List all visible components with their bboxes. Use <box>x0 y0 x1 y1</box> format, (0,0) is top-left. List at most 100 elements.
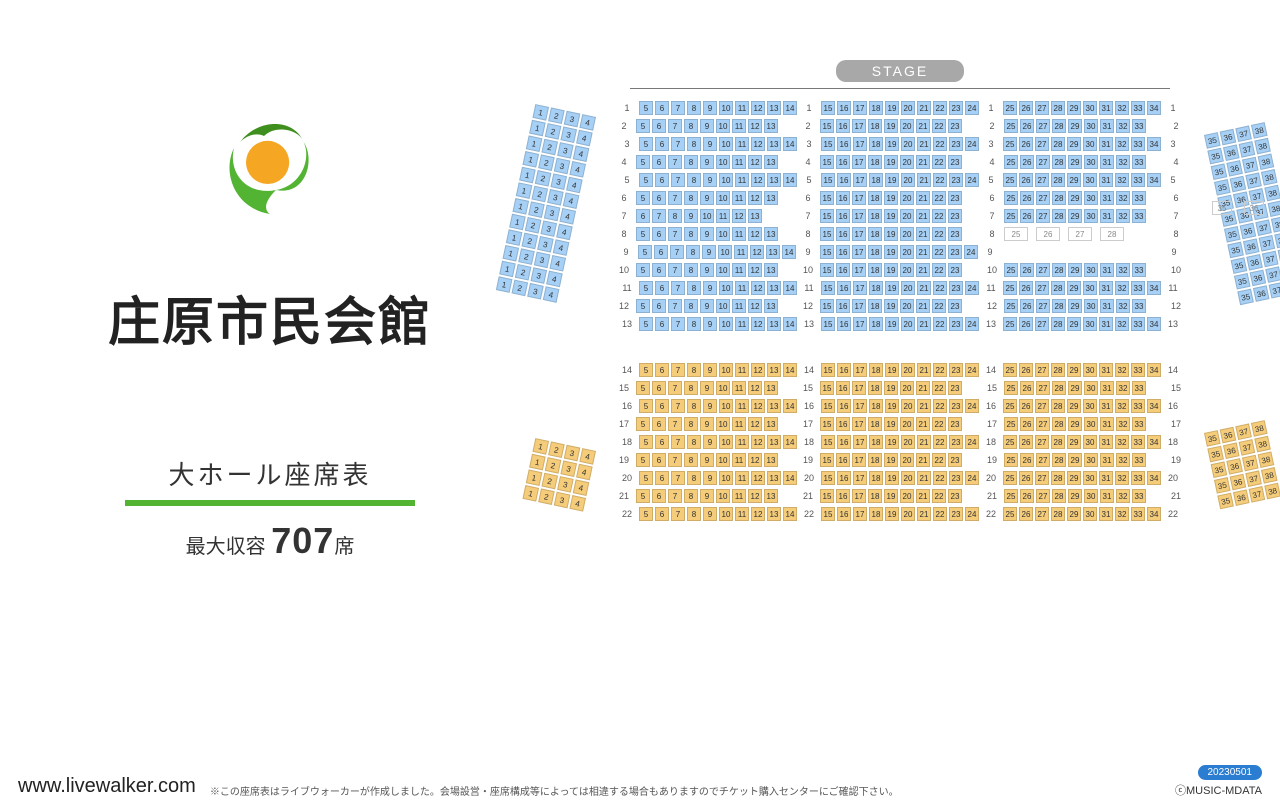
seat: 33 <box>1131 399 1145 413</box>
seat: 35 <box>1204 430 1221 447</box>
row-label: 17 <box>1166 419 1186 429</box>
seat: 21 <box>916 245 930 259</box>
seat: 25 <box>1004 453 1018 467</box>
seat: 28 <box>1051 363 1065 377</box>
footer: www.livewalker.com ※この座席表はライブウォーカーが作成しまし… <box>0 757 1280 812</box>
row-label: 6 <box>614 193 634 203</box>
seat: 26 <box>1019 137 1033 151</box>
seat: 24 <box>965 281 979 295</box>
seat: 22 <box>933 137 947 151</box>
seat: 30 <box>1084 489 1098 503</box>
seat: 26 <box>1019 281 1033 295</box>
seat: 15 <box>821 507 835 521</box>
seat: 26 <box>1019 435 1033 449</box>
seat: 8 <box>684 299 698 313</box>
seat: 4 <box>579 448 596 465</box>
seat: 19 <box>884 381 898 395</box>
seat: 32 <box>1115 363 1129 377</box>
seat: 3 <box>564 445 581 462</box>
seat: 20 <box>901 399 915 413</box>
seat: 32 <box>1116 453 1130 467</box>
row-label: 13 <box>981 319 1001 329</box>
seat: 17 <box>852 245 866 259</box>
seat: 30 <box>1083 137 1097 151</box>
seat: 36 <box>1246 254 1263 271</box>
seat: 17 <box>852 119 866 133</box>
row-label: 13 <box>1163 319 1183 329</box>
seat: 9 <box>703 101 717 115</box>
seat: 36 <box>1243 238 1260 255</box>
row-label: 15 <box>982 383 1002 393</box>
seat: 35 <box>1207 446 1224 463</box>
seat: 20 <box>901 173 915 187</box>
seat: 17 <box>853 435 867 449</box>
seat: 15 <box>820 489 834 503</box>
seat: 14 <box>783 399 797 413</box>
seat: 38 <box>1271 216 1280 233</box>
row-label: 19 <box>798 455 818 465</box>
seat: 36 <box>1240 223 1257 240</box>
seat: 9 <box>703 281 717 295</box>
seat: 29 <box>1068 263 1082 277</box>
seat: 12 <box>748 119 762 133</box>
row-label: 8 <box>614 229 634 239</box>
row-label: 4 <box>1166 157 1186 167</box>
seat: 35 <box>1237 289 1254 306</box>
seat: 24 <box>965 435 979 449</box>
seat: 6 <box>655 173 669 187</box>
row-label: 3 <box>981 139 1001 149</box>
seat: 37 <box>1242 157 1259 174</box>
seat: 31 <box>1100 191 1114 205</box>
seat: 16 <box>836 245 850 259</box>
seat: 31 <box>1099 101 1113 115</box>
seat: 37 <box>1269 282 1280 299</box>
seat: 32 <box>1116 155 1130 169</box>
seat: 26 <box>1019 101 1033 115</box>
seat: 36 <box>1223 144 1240 161</box>
seat: 37 <box>1235 125 1252 142</box>
seat: 33 <box>1131 317 1145 331</box>
accent-underline <box>125 500 415 506</box>
seat: 1 <box>526 469 543 486</box>
seat: 22 <box>933 399 947 413</box>
seat: 25 <box>1003 363 1017 377</box>
seat: 22 <box>932 453 946 467</box>
row-label: 21 <box>614 491 634 501</box>
seat: 30 <box>1083 281 1097 295</box>
seat: 12 <box>751 101 765 115</box>
row-label: 1 <box>1163 103 1183 113</box>
seat: 1 <box>532 104 549 121</box>
seat: 18 <box>868 191 882 205</box>
seat: 21 <box>917 435 931 449</box>
row-label: 20 <box>617 473 637 483</box>
seat: 9 <box>703 363 717 377</box>
seat: 21 <box>917 101 931 115</box>
seat: 7 <box>671 173 685 187</box>
footer-note: ※この座席表はライブウォーカーが作成しました。会場設営・座席構成等によっては相違… <box>196 783 1175 798</box>
seat: 24 <box>965 173 979 187</box>
seat: 12 <box>748 191 762 205</box>
seat: 5 <box>639 173 653 187</box>
seat: 27 <box>1036 209 1050 223</box>
row-label: 18 <box>617 437 637 447</box>
seat: 15 <box>821 173 835 187</box>
seat: 4 <box>556 224 573 241</box>
seat: 27 <box>1036 263 1050 277</box>
row-label: 18 <box>1163 437 1183 447</box>
seat: 6 <box>655 137 669 151</box>
seat: 6 <box>652 119 666 133</box>
seat: 5 <box>639 317 653 331</box>
seat: 26 <box>1036 227 1060 241</box>
seat: 4 <box>573 479 590 496</box>
seat: 33 <box>1131 507 1145 521</box>
seat: 29 <box>1067 399 1081 413</box>
row-label: 9 <box>980 247 1000 257</box>
seat: 36 <box>1226 160 1243 177</box>
seat: 27 <box>1036 299 1050 313</box>
seat: 35 <box>1231 257 1248 274</box>
seat: 7 <box>671 363 685 377</box>
row-label: 12 <box>982 301 1002 311</box>
seat: 35 <box>1234 273 1251 290</box>
seat: 28 <box>1051 471 1065 485</box>
seat: 29 <box>1067 435 1081 449</box>
